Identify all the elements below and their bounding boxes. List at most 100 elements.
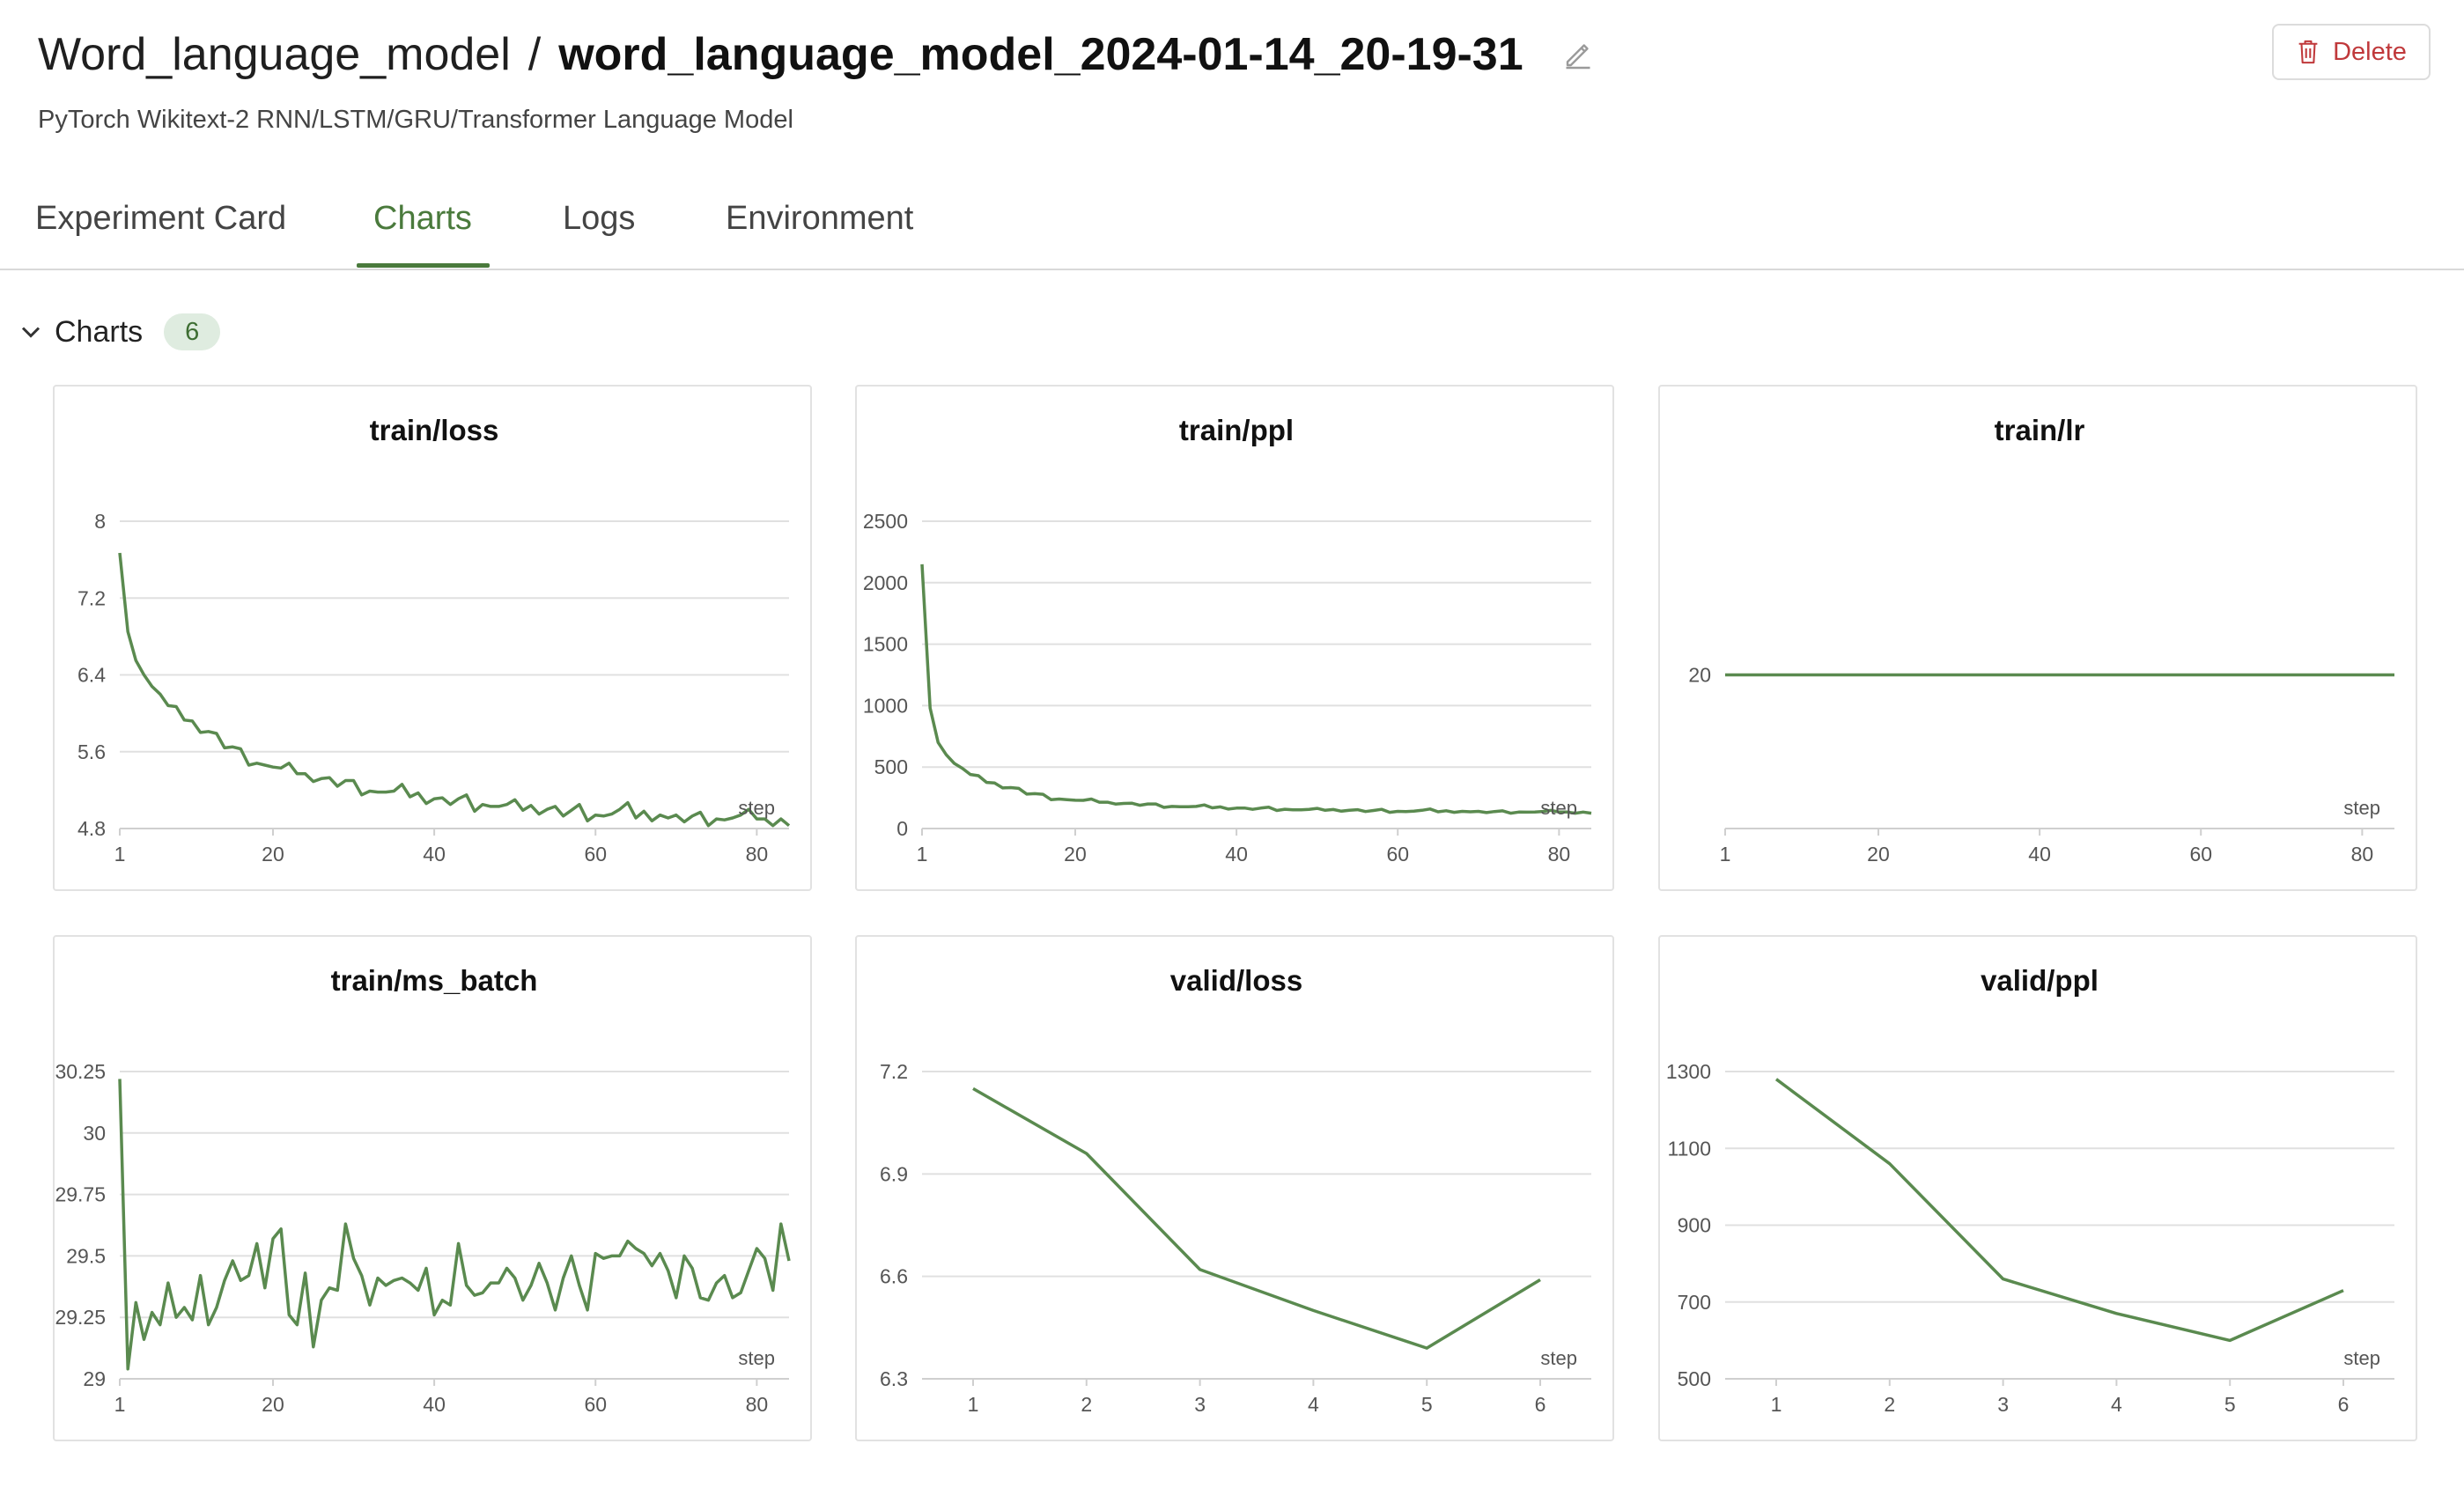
delete-label: Delete [2333,37,2407,66]
x-tick-label: 40 [2028,843,2051,866]
x-tick-label: 40 [1225,843,1248,866]
y-tick-label: 7.2 [880,1060,908,1083]
chevron-down-icon[interactable] [18,319,44,345]
x-tick-label: 80 [2351,843,2374,866]
delete-button[interactable]: Delete [2272,24,2431,80]
tab-logs[interactable]: Logs [563,200,636,237]
chart-panel-train-ms-batch: train/ms_batch 30.25 30 29.75 29.5 29.25 29 1 20… [53,935,812,1441]
trash-icon [2298,40,2318,64]
chart-title: train/ms_batch [331,964,538,997]
y-tick-label: 700 [1678,1291,1711,1314]
tab-environment[interactable]: Environment [726,200,914,237]
x-tick-label: 2 [1081,1393,1092,1416]
pencil-icon[interactable] [1562,39,1594,70]
x-tick-label: 40 [423,843,446,866]
x-tick-label: 3 [1194,1393,1206,1416]
x-tick-label: 2 [1884,1393,1895,1416]
y-tick-label: 30 [83,1122,106,1145]
x-tick-label: 6 [2338,1393,2350,1416]
charts-section-header[interactable]: Charts 6 [18,310,221,354]
x-tick-label: 1 [114,843,126,866]
x-tick-label: 1 [917,843,928,866]
chart-train-ppl: train/ppl 2500 2000 1500 1000 500 01 20 40 60 80 st… [863,414,1592,866]
chart-panel-train-ppl: train/ppl 2500 2000 1500 1000 500 0 1 20 40 60 80 st… [855,385,1614,891]
x-tick-label: 20 [262,1393,284,1416]
y-tick-label: 500 [1678,1367,1711,1390]
y-tick-label: 8 [94,510,106,533]
x-tick-label: 1 [114,1393,126,1416]
x-tick-label: 6 [1535,1393,1546,1416]
y-tick-label: 1500 [863,633,908,656]
chart-title: train/lr [1995,414,2085,446]
chart-title: train/loss [370,414,499,446]
y-tick-label: 0 [896,817,908,840]
page-header: Word_language_model / word_language_mode… [38,19,2464,99]
x-tick-label: 5 [2224,1393,2236,1416]
y-tick-label: 29.5 [66,1244,106,1267]
y-tick-label: 2500 [863,510,908,533]
chart-panel-valid-ppl: valid/ppl 1300 1100 900 700 500 1 2 3 4 5 6 step [1658,935,2417,1441]
chart-panel-train-lr: train/lr 20 1 20 40 60 80 step [1658,385,2417,891]
chart-panel-train-loss: train/loss 8 7.2 6.4 5.6 4.8 1 20 40 60 80 step [53,385,812,891]
y-tick-label: 29 [83,1367,106,1390]
x-tick-label: 60 [584,843,607,866]
chart-panel-valid-loss: valid/loss 7.2 6.9 6.6 6.3 1 2 3 4 5 6 step [855,935,1614,1441]
x-tick-label: 20 [1867,843,1890,866]
project-link[interactable]: Word_language_model [38,29,511,80]
chart-title: valid/ppl [1981,964,2099,997]
chart-train-loss: train/loss 8 7.2 6.4 5.6 4.8 1 20 40 60 80 step [77,414,791,866]
y-tick-label: 1000 [863,694,908,717]
y-tick-label: 29.25 [55,1306,106,1329]
page-title: Word_language_model / word_language_mode… [38,19,2464,90]
y-tick-label: 30.25 [55,1060,106,1083]
x-axis-label: step [738,797,775,819]
y-tick-label: 1300 [1666,1060,1711,1083]
y-tick-label: 1100 [1668,1137,1711,1160]
x-axis-label: step [2343,1347,2380,1369]
y-tick-label: 6.9 [880,1162,908,1185]
y-tick-label: 6.3 [880,1367,908,1390]
tab-experiment-card[interactable]: Experiment Card [35,200,287,237]
y-tick-label: 900 [1678,1214,1711,1237]
x-tick-label: 80 [1548,843,1571,866]
title-separator: / [527,29,542,80]
y-tick-label: 7.2 [77,586,106,609]
series-line [118,552,791,828]
experiment-description: PyTorch Wikitext-2 RNN/LSTM/GRU/Transfor… [38,106,793,134]
chart-count-badge: 6 [164,313,221,350]
y-tick-label: 2000 [863,571,908,594]
x-tick-label: 20 [1064,843,1087,866]
x-tick-label: 1 [968,1393,979,1416]
active-tab-indicator [357,263,490,268]
y-tick-label: 500 [874,755,908,778]
experiment-name: word_language_model_2024-01-14_20-19-31 [558,29,1523,80]
y-tick-label: 29.75 [55,1183,106,1206]
chart-valid-loss: valid/loss 7.2 6.9 6.6 6.3 1 2 3 4 5 6 step [880,964,1591,1416]
x-tick-label: 5 [1421,1393,1433,1416]
x-axis-label: step [2343,797,2380,819]
chart-title: train/ppl [1179,414,1294,446]
series-line [920,564,1592,815]
x-tick-label: 4 [1308,1393,1319,1416]
x-tick-label: 60 [1386,843,1409,866]
y-tick-label: 6.4 [77,664,106,687]
x-tick-label: 80 [746,843,769,866]
x-tick-label: 60 [584,1393,607,1416]
series-line [1774,1078,2344,1343]
tab-bar: Experiment Card Charts Logs Environment [0,189,2464,270]
x-tick-label: 4 [2111,1393,2122,1416]
x-tick-label: 80 [746,1393,769,1416]
x-tick-label: 40 [423,1393,446,1416]
chart-valid-ppl: valid/ppl 1300 1100 900 700 500 1 2 3 4 5 6 step [1666,964,2394,1416]
y-tick-label: 6.6 [880,1265,908,1288]
tab-charts[interactable]: Charts [373,200,472,237]
y-tick-label: 5.6 [77,740,106,763]
x-tick-label: 20 [262,843,284,866]
y-tick-label: 4.8 [77,817,106,840]
chart-train-ms-batch: train/ms_batch 30.25 30 29.75 29.5 29.25 29 1 20… [55,964,791,1416]
series-line [118,1079,791,1371]
chart-title: valid/loss [1170,964,1302,997]
series-line [972,1087,1541,1350]
x-tick-label: 60 [2189,843,2212,866]
chart-train-lr: train/lr 20 1 20 40 60 80 step [1688,414,2394,866]
